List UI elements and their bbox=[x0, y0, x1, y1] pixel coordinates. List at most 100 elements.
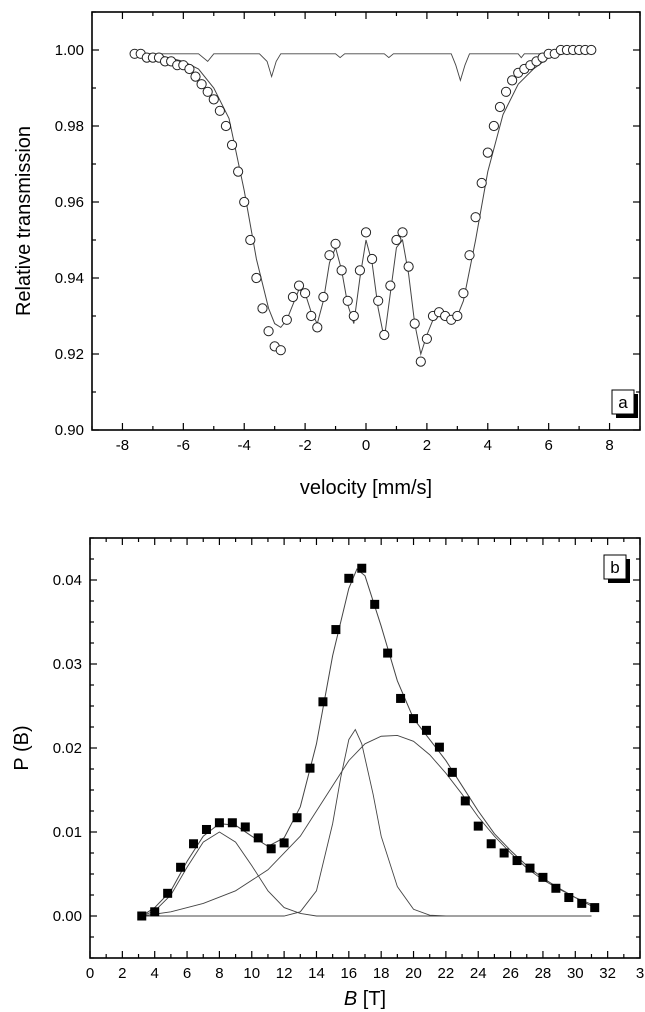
panel-label-box bbox=[611, 389, 635, 415]
data-point bbox=[551, 883, 561, 893]
data-point bbox=[227, 818, 237, 828]
data-point bbox=[342, 295, 353, 306]
sextet-curve bbox=[134, 53, 595, 82]
data-point bbox=[176, 862, 186, 872]
y-tick-label: 0.98 bbox=[55, 118, 84, 135]
data-point bbox=[330, 238, 341, 249]
data-point bbox=[208, 94, 219, 105]
component-lines-b bbox=[141, 728, 592, 917]
x-axis-ticks-b: 0 2 4 6 8 10 12 14 16 18 20 22 24 26 28 30 32 3 bbox=[86, 538, 644, 982]
data-point bbox=[476, 177, 487, 189]
data-point bbox=[331, 625, 341, 635]
data-point bbox=[586, 44, 597, 56]
data-point bbox=[538, 872, 548, 882]
plot-frame-b bbox=[89, 537, 641, 959]
x-axis-ticks-a: -8 -6 -4 -2 0 2 4 6 8 bbox=[91, 12, 641, 454]
data-point bbox=[421, 333, 432, 344]
data-point bbox=[482, 147, 493, 158]
x-tick-label: 10 bbox=[243, 965, 260, 982]
data-point bbox=[336, 265, 347, 276]
data-point bbox=[305, 763, 315, 773]
y-tick-label: 0.92 bbox=[55, 346, 84, 363]
data-point bbox=[251, 272, 262, 284]
data-point bbox=[281, 314, 292, 325]
panel-label-a: a bbox=[618, 393, 628, 412]
data-point bbox=[370, 599, 380, 609]
data-point bbox=[220, 120, 232, 132]
y-tick-label: 0.00 bbox=[53, 908, 82, 925]
data-point bbox=[458, 288, 469, 299]
data-point bbox=[354, 265, 366, 276]
data-point bbox=[306, 310, 317, 322]
x-tick-label: 18 bbox=[373, 965, 390, 982]
data-point bbox=[473, 821, 483, 831]
data-point bbox=[233, 166, 244, 177]
total-fit-curve bbox=[141, 568, 592, 917]
y-tick-label: 0.02 bbox=[53, 740, 82, 757]
x-tick-label: 6 bbox=[544, 437, 552, 454]
data-point bbox=[240, 822, 250, 832]
data-point bbox=[494, 101, 506, 113]
data-point bbox=[190, 71, 201, 82]
panel-label-b: b bbox=[610, 558, 619, 577]
fit-line-b bbox=[141, 568, 592, 917]
data-point bbox=[564, 893, 574, 903]
plot-frame-a bbox=[91, 11, 641, 431]
x-tick-label: -4 bbox=[238, 437, 251, 454]
data-point bbox=[189, 839, 199, 849]
y-tick-label: 0.96 bbox=[55, 194, 84, 211]
data-points-a bbox=[129, 44, 597, 367]
chart-panel-a: -8 -6 -4 -2 0 2 4 6 8 0.90 0.92 0.94 0.96 0.98 1.00 a… bbox=[13, 11, 641, 499]
data-point bbox=[324, 250, 335, 261]
x-axis-title-b: B [T] bbox=[344, 988, 386, 1010]
x-tick-label: 2 bbox=[118, 965, 126, 982]
x-tick-label: 4 bbox=[484, 437, 492, 454]
data-point bbox=[293, 280, 305, 291]
chart-panel-b: 0 2 4 6 8 10 12 14 16 18 20 22 24 26 28 30 32 3 0.000.010… bbox=[11, 537, 644, 1010]
x-tick-label: 20 bbox=[405, 965, 422, 982]
x-tick-label: 12 bbox=[276, 965, 293, 982]
data-point bbox=[150, 907, 160, 917]
fit-line-a bbox=[134, 49, 595, 356]
data-point bbox=[391, 234, 402, 246]
data-point bbox=[421, 725, 431, 735]
data-point bbox=[488, 120, 499, 132]
x-tick-label: 6 bbox=[183, 965, 191, 982]
data-point bbox=[409, 714, 419, 724]
data-point bbox=[239, 196, 250, 208]
data-point bbox=[499, 848, 509, 858]
data-point bbox=[415, 356, 426, 367]
y-axis-title-a: Relative transmission bbox=[13, 126, 35, 316]
data-point bbox=[464, 250, 475, 261]
data-point bbox=[590, 903, 600, 913]
data-point bbox=[512, 856, 522, 866]
data-point bbox=[312, 322, 323, 333]
data-point bbox=[434, 742, 444, 752]
data-point bbox=[357, 563, 367, 573]
x-tick-label: 8 bbox=[215, 965, 223, 982]
data-point bbox=[292, 813, 302, 823]
data-point bbox=[409, 318, 420, 329]
x-tick-label: 14 bbox=[308, 965, 325, 982]
data-point bbox=[226, 139, 238, 151]
component-curve bbox=[141, 728, 592, 917]
x-tick-label: -6 bbox=[177, 437, 190, 454]
data-point bbox=[379, 329, 390, 341]
x-tick-label: 8 bbox=[605, 437, 613, 454]
y-axis-ticks-a: 0.90 0.92 0.94 0.96 0.98 1.00 bbox=[55, 11, 640, 439]
data-point bbox=[397, 227, 408, 238]
data-point bbox=[344, 573, 354, 583]
panel-label-box-b: b bbox=[603, 554, 630, 583]
data-point bbox=[318, 697, 328, 707]
data-point bbox=[253, 833, 263, 843]
data-point bbox=[403, 261, 414, 272]
data-point bbox=[525, 863, 535, 873]
x-tick-label: 24 bbox=[470, 965, 487, 982]
data-point bbox=[500, 86, 512, 97]
x-tick-label: 16 bbox=[340, 965, 357, 982]
data-point bbox=[184, 63, 195, 75]
x-tick-label: 26 bbox=[502, 965, 519, 982]
x-tick-label: 28 bbox=[535, 965, 552, 982]
data-point bbox=[257, 303, 268, 314]
